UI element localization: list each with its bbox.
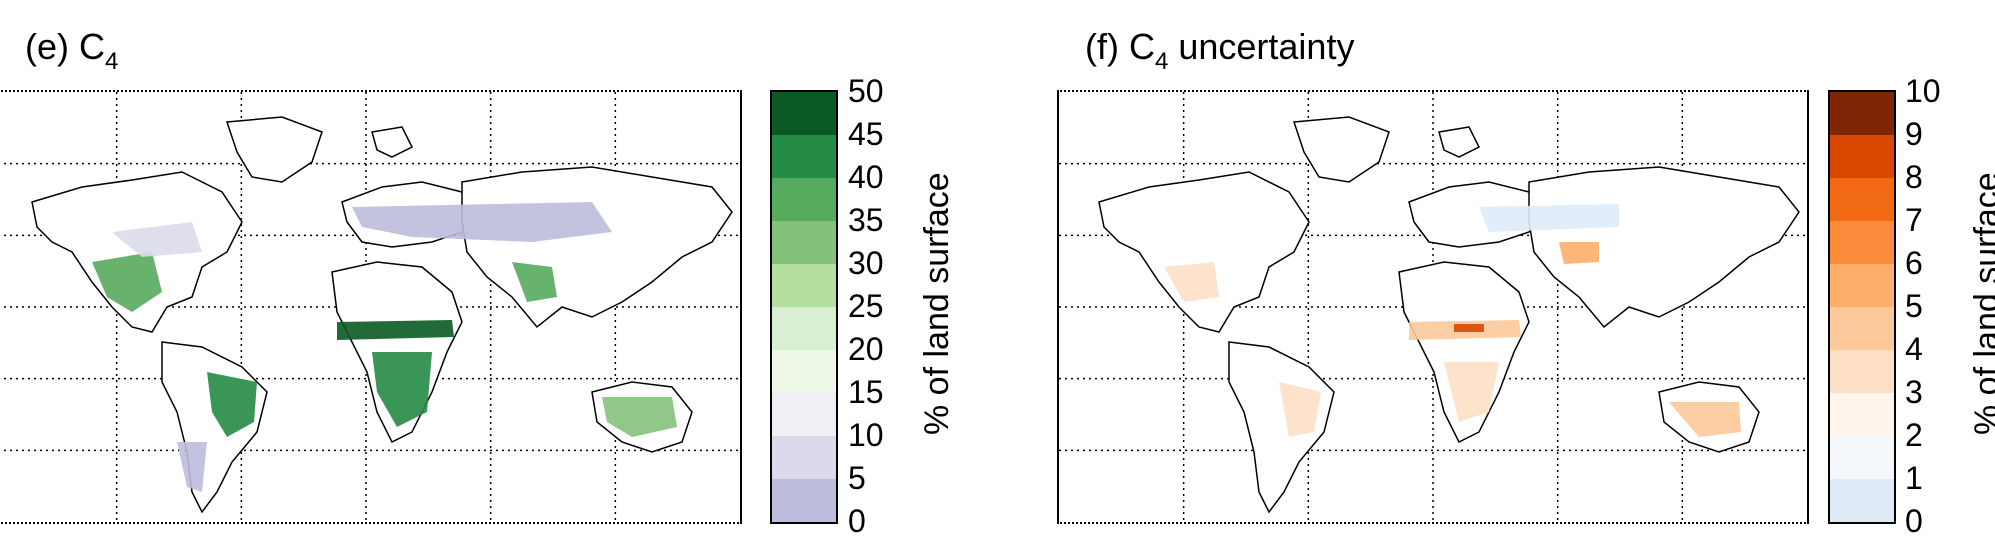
world-map-c4 bbox=[0, 90, 742, 524]
colorbar-tick-label: 45 bbox=[848, 116, 884, 152]
colorbar-segment bbox=[772, 307, 836, 350]
map-canvas bbox=[0, 92, 740, 522]
shaded-region bbox=[177, 442, 207, 492]
title-text: (f) C bbox=[1085, 26, 1155, 67]
colorbar-segment bbox=[1830, 178, 1894, 221]
shaded-region bbox=[112, 222, 202, 257]
colorbar bbox=[1828, 90, 1896, 524]
panel-title: (e) C4 bbox=[25, 26, 118, 76]
shaded-region bbox=[352, 202, 612, 242]
continent-outline bbox=[225, 116, 323, 183]
colorbar-segment bbox=[772, 221, 836, 264]
colorbar-segment bbox=[1830, 393, 1894, 436]
colorbar-segment bbox=[772, 178, 836, 221]
colorbar-segment bbox=[772, 135, 836, 178]
world-map-c4-uncertainty bbox=[1057, 90, 1809, 524]
continent-outline bbox=[161, 341, 268, 514]
shaded-region bbox=[512, 262, 557, 302]
shaded-region bbox=[1454, 324, 1484, 332]
colorbar-tick-label: 0 bbox=[848, 503, 866, 539]
shaded-region bbox=[602, 397, 677, 437]
colorbar-label: % of land surface bbox=[918, 172, 956, 435]
colorbar-tick-label: 8 bbox=[1905, 159, 1923, 195]
continent-outline bbox=[1098, 171, 1310, 333]
shaded-region bbox=[372, 352, 432, 427]
colorbar-tick-label: 10 bbox=[1905, 73, 1941, 109]
panel-c4: (e) C4 50 45 40 35 30 25 20 15 10 5 0 % of land su… bbox=[0, 0, 980, 537]
colorbar-tick-label: 40 bbox=[848, 159, 884, 195]
shaded-region bbox=[1444, 362, 1499, 422]
shaded-region bbox=[207, 372, 257, 437]
panel-title: (f) C4 uncertainty bbox=[1085, 26, 1354, 76]
colorbar-tick-label: 0 bbox=[1905, 503, 1923, 539]
colorbar-segment bbox=[1830, 92, 1894, 135]
colorbar-tick-label: 4 bbox=[1905, 331, 1923, 367]
colorbar-tick-label: 25 bbox=[848, 288, 884, 324]
colorbar-tick-label: 30 bbox=[848, 245, 884, 281]
colorbar-tick-label: 5 bbox=[1905, 288, 1923, 324]
continent-outline bbox=[1228, 341, 1335, 514]
colorbar-tick-label: 50 bbox=[848, 73, 884, 109]
colorbar-tick-label: 3 bbox=[1905, 374, 1923, 410]
colorbar-segment bbox=[1830, 479, 1894, 522]
colorbar-segment bbox=[1830, 135, 1894, 178]
colorbar-segment bbox=[772, 479, 836, 522]
shaded-region bbox=[337, 320, 454, 340]
continent-outline bbox=[1292, 116, 1390, 183]
title-subscript: 4 bbox=[1154, 48, 1169, 75]
continent-outline bbox=[1438, 126, 1481, 158]
continent-outline bbox=[461, 166, 733, 329]
colorbar-tick-label: 2 bbox=[1905, 417, 1923, 453]
colorbar-segment bbox=[772, 393, 836, 436]
colorbar-ticks: 10 9 8 7 6 5 4 3 2 1 0 bbox=[1905, 75, 1975, 537]
title-subscript: 4 bbox=[105, 48, 119, 75]
colorbar-tick-label: 5 bbox=[848, 460, 866, 496]
colorbar-segment bbox=[772, 436, 836, 479]
colorbar-segment bbox=[1830, 436, 1894, 479]
colorbar-tick-label: 7 bbox=[1905, 202, 1923, 238]
colorbar-tick-label: 10 bbox=[848, 417, 884, 453]
shaded-region bbox=[1669, 402, 1741, 437]
colorbar-segment bbox=[1830, 350, 1894, 393]
shaded-region bbox=[1479, 204, 1619, 232]
colorbar-tick-label: 15 bbox=[848, 374, 884, 410]
shaded-region bbox=[1559, 242, 1599, 264]
continent-outline bbox=[371, 126, 414, 158]
map-canvas bbox=[1059, 92, 1807, 522]
colorbar-tick-label: 9 bbox=[1905, 116, 1923, 152]
shaded-region bbox=[1279, 382, 1321, 437]
colorbar-tick-label: 35 bbox=[848, 202, 884, 238]
colorbar-segment bbox=[1830, 307, 1894, 350]
colorbar-segment bbox=[1830, 264, 1894, 307]
colorbar-tick-label: 6 bbox=[1905, 245, 1923, 281]
colorbar-label: % of land surface bbox=[1968, 172, 1995, 435]
colorbar-segment bbox=[772, 92, 836, 135]
colorbar bbox=[770, 90, 838, 524]
colorbar-segment bbox=[1830, 221, 1894, 264]
colorbar-ticks: 50 45 40 35 30 25 20 15 10 5 0 bbox=[848, 75, 918, 537]
title-suffix: uncertainty bbox=[1168, 26, 1355, 67]
colorbar-segment bbox=[772, 350, 836, 393]
shaded-region bbox=[92, 252, 162, 312]
title-text: (e) C bbox=[25, 26, 105, 67]
shaded-region bbox=[1164, 262, 1219, 302]
colorbar-tick-label: 1 bbox=[1905, 460, 1923, 496]
colorbar-tick-label: 20 bbox=[848, 331, 884, 367]
colorbar-segment bbox=[772, 264, 836, 307]
